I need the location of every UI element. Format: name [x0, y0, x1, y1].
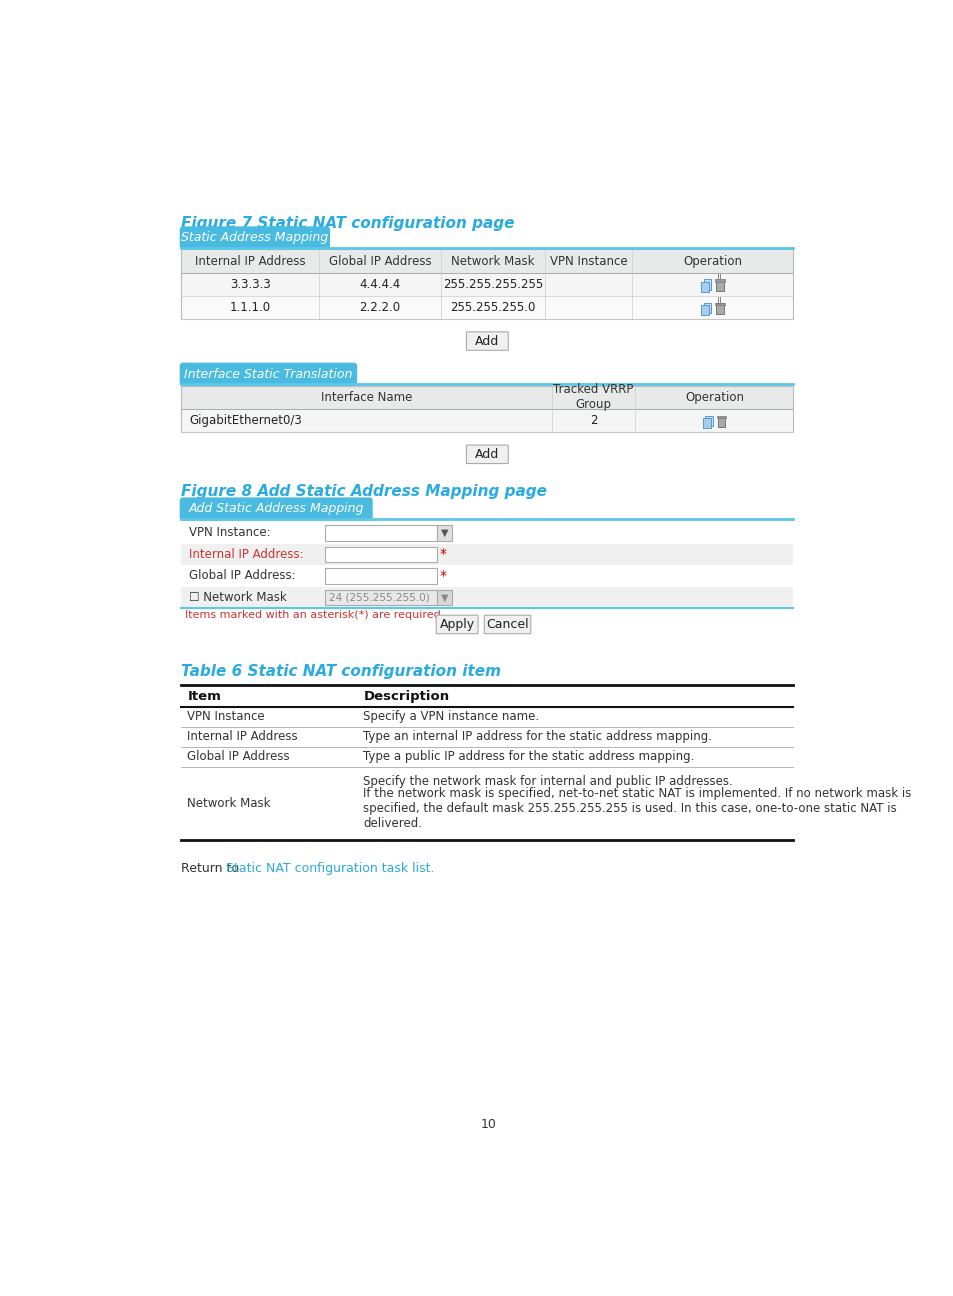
Text: Internal IP Address: Internal IP Address [187, 731, 297, 744]
Text: Add: Add [475, 334, 499, 347]
Text: Specify a VPN instance name.: Specify a VPN instance name. [363, 710, 539, 723]
Text: Internal IP Address:: Internal IP Address: [189, 548, 303, 561]
Text: Item: Item [187, 689, 221, 702]
Bar [181, 587, 793, 608]
FancyBboxPatch shape [179, 227, 330, 249]
Bar [324, 590, 436, 605]
FancyBboxPatch shape [466, 445, 508, 464]
Text: Items marked with an asterisk(*) are required: Items marked with an asterisk(*) are req… [185, 610, 440, 619]
Text: Operation: Operation [682, 254, 741, 267]
Text: Return to: Return to [181, 862, 243, 875]
Text: Global IP Address: Global IP Address [187, 750, 290, 763]
Text: Static NAT configuration task list.: Static NAT configuration task list. [226, 862, 435, 875]
Text: *: * [439, 569, 446, 583]
Text: 1.1.1.0: 1.1.1.0 [230, 301, 271, 314]
Text: ☐ Network Mask: ☐ Network Mask [189, 591, 287, 604]
Text: Add Static Address Mapping: Add Static Address Mapping [189, 503, 363, 516]
Text: VPN Instance:: VPN Instance: [189, 526, 271, 539]
Text: 2: 2 [589, 413, 597, 426]
Text: 3.3.3.3: 3.3.3.3 [230, 277, 271, 290]
Text: Description: Description [363, 689, 449, 702]
Bar [324, 525, 436, 540]
Text: Static Address Mapping: Static Address Mapping [181, 232, 328, 245]
Bar [716, 303, 723, 314]
Bar [702, 419, 710, 428]
Text: ▼: ▼ [440, 527, 448, 538]
Bar [324, 547, 436, 562]
Bar [700, 281, 708, 292]
Text: VPN Instance: VPN Instance [187, 710, 265, 723]
Text: Interface Name: Interface Name [320, 391, 412, 404]
Text: Interface Static Translation: Interface Static Translation [184, 368, 353, 381]
FancyBboxPatch shape [436, 616, 477, 634]
Bar [715, 302, 723, 305]
Bar [700, 305, 708, 315]
Bar [181, 565, 793, 587]
Text: If the network mask is specified, net-to-net static NAT is implemented. If no ne: If the network mask is specified, net-to… [363, 787, 911, 829]
Text: Cancel: Cancel [486, 618, 528, 631]
Bar [181, 543, 793, 565]
Text: 2.2.2.0: 2.2.2.0 [359, 301, 400, 314]
Text: Global IP Address: Global IP Address [329, 254, 431, 267]
Bar [181, 295, 793, 319]
Text: ▼: ▼ [440, 592, 448, 603]
Bar [181, 386, 793, 408]
FancyBboxPatch shape [179, 498, 373, 521]
Text: 255.255.255.0: 255.255.255.0 [450, 301, 536, 314]
Bar [717, 297, 719, 303]
FancyBboxPatch shape [466, 332, 508, 350]
Bar [716, 280, 723, 292]
Text: Internal IP Address: Internal IP Address [194, 254, 305, 267]
FancyBboxPatch shape [179, 363, 356, 386]
Text: Network Mask: Network Mask [187, 797, 271, 810]
Text: Type an internal IP address for the static address mapping.: Type an internal IP address for the stat… [363, 731, 712, 744]
Bar [715, 280, 723, 281]
Bar [717, 416, 724, 428]
Bar [704, 416, 712, 426]
FancyBboxPatch shape [484, 616, 530, 634]
Text: 4.4.4.4: 4.4.4.4 [359, 277, 400, 290]
Text: Figure 7 Static NAT configuration page: Figure 7 Static NAT configuration page [181, 215, 515, 231]
Bar [703, 302, 711, 312]
Bar [181, 249, 793, 272]
Text: Operation: Operation [684, 391, 743, 404]
Bar [703, 280, 711, 289]
Text: 24 (255.255.255.0): 24 (255.255.255.0) [329, 592, 430, 603]
Bar [181, 522, 793, 543]
Text: Specify the network mask for internal and public IP addresses.: Specify the network mask for internal an… [363, 775, 732, 788]
Bar [436, 525, 452, 540]
Text: Add: Add [475, 448, 499, 461]
Bar [181, 408, 793, 432]
Bar [436, 590, 452, 605]
Text: GigabitEthernet0/3: GigabitEthernet0/3 [189, 413, 301, 426]
Text: Type a public IP address for the static address mapping.: Type a public IP address for the static … [363, 750, 694, 763]
Bar [181, 249, 793, 319]
Text: Tracked VRRP
Group: Tracked VRRP Group [553, 384, 633, 411]
Text: 255.255.255.255: 255.255.255.255 [442, 277, 543, 290]
Text: VPN Instance: VPN Instance [550, 254, 627, 267]
Bar [324, 568, 436, 583]
Text: Figure 8 Add Static Address Mapping page: Figure 8 Add Static Address Mapping page [181, 485, 547, 499]
Text: Global IP Address:: Global IP Address: [189, 569, 295, 582]
Bar [716, 416, 725, 419]
Text: 10: 10 [480, 1117, 497, 1130]
Bar [181, 272, 793, 295]
Text: *: * [439, 547, 446, 561]
Text: Network Mask: Network Mask [451, 254, 535, 267]
Text: Table 6 Static NAT configuration item: Table 6 Static NAT configuration item [181, 664, 500, 679]
Bar [717, 273, 719, 280]
Text: Apply: Apply [439, 618, 475, 631]
Bar [181, 386, 793, 432]
